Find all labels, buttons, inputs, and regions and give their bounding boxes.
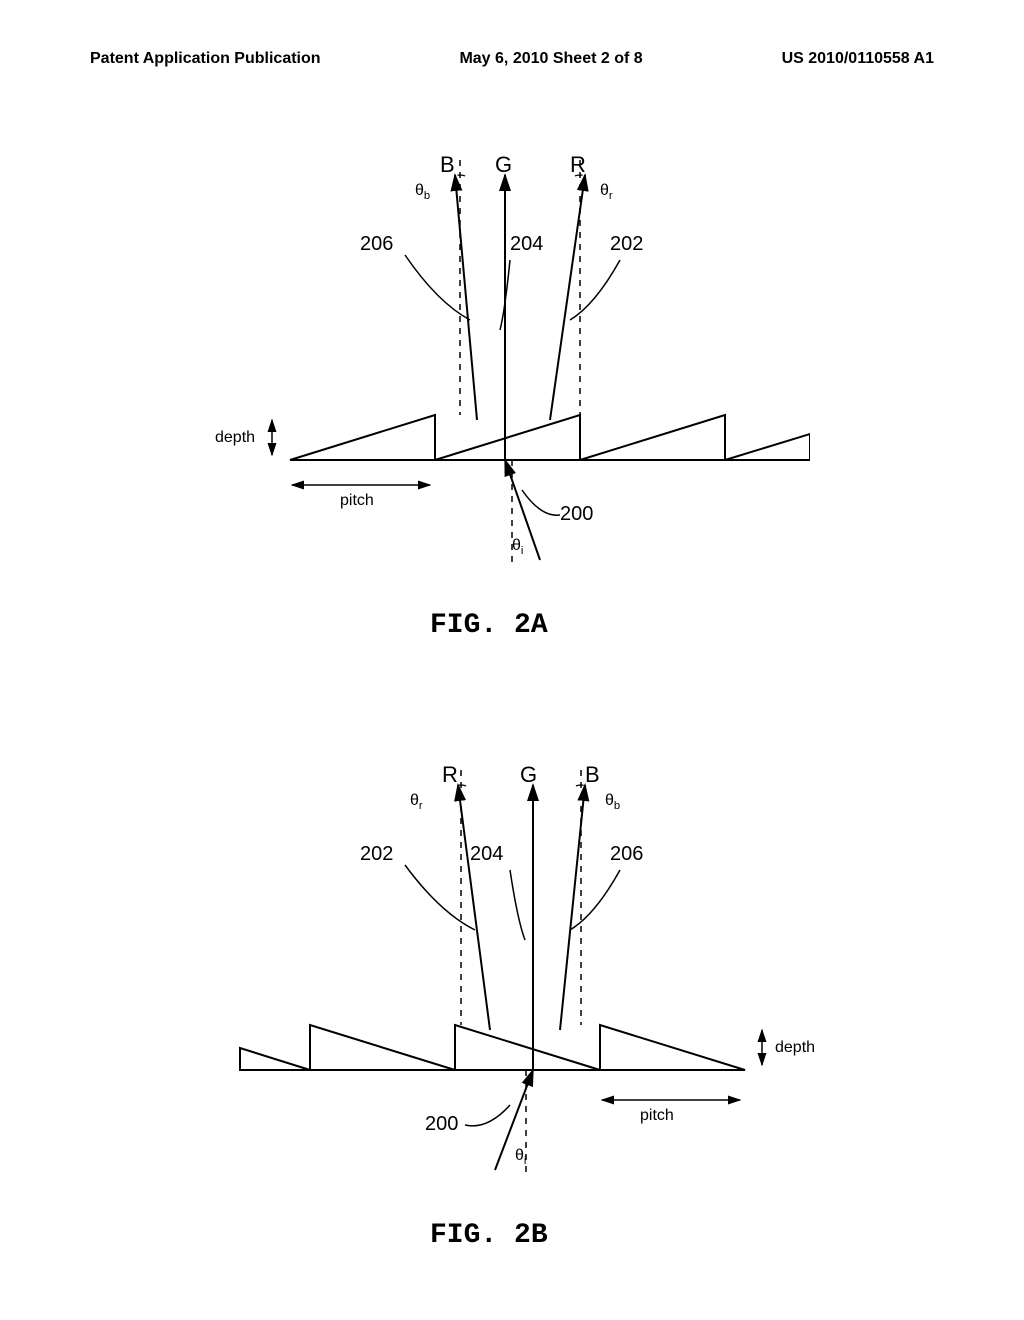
svg-text:R: R	[442, 762, 458, 787]
svg-text:pitch: pitch	[640, 1107, 674, 1124]
svg-text:depth: depth	[775, 1039, 815, 1056]
svg-text:θr: θr	[600, 182, 613, 202]
figure-2a-label: FIG. 2A	[430, 610, 548, 641]
svg-text:200: 200	[560, 503, 593, 525]
svg-text:G: G	[520, 762, 537, 787]
svg-text:200: 200	[425, 1113, 458, 1135]
svg-text:pitch: pitch	[340, 492, 374, 509]
page-header: Patent Application Publication May 6, 20…	[0, 50, 1024, 68]
svg-text:206: 206	[360, 233, 393, 255]
header-center: May 6, 2010 Sheet 2 of 8	[459, 50, 642, 68]
svg-text:202: 202	[610, 233, 643, 255]
figure-2b-label: FIG. 2B	[430, 1220, 548, 1251]
svg-text:204: 204	[470, 843, 503, 865]
svg-text:θi: θi	[515, 1147, 526, 1167]
figure-2a: B G Rθb θr θi depth pitch 206 204 202 200	[210, 120, 810, 590]
svg-text:θi: θi	[512, 537, 523, 557]
svg-text:θb: θb	[415, 182, 430, 202]
header-right: US 2010/0110558 A1	[782, 50, 934, 68]
svg-text:G: G	[495, 152, 512, 177]
svg-text:R: R	[570, 152, 586, 177]
svg-text:204: 204	[510, 233, 543, 255]
svg-text:θr: θr	[410, 792, 423, 812]
header-left: Patent Application Publication	[90, 50, 321, 68]
svg-text:206: 206	[610, 843, 643, 865]
figure-2b: R G Bθr θb θi depth pitch 202 204 206 200	[210, 720, 850, 1200]
svg-text:θb: θb	[605, 792, 620, 812]
svg-text:B: B	[440, 152, 455, 177]
svg-text:202: 202	[360, 843, 393, 865]
svg-text:B: B	[585, 762, 600, 787]
svg-text:depth: depth	[215, 429, 255, 446]
